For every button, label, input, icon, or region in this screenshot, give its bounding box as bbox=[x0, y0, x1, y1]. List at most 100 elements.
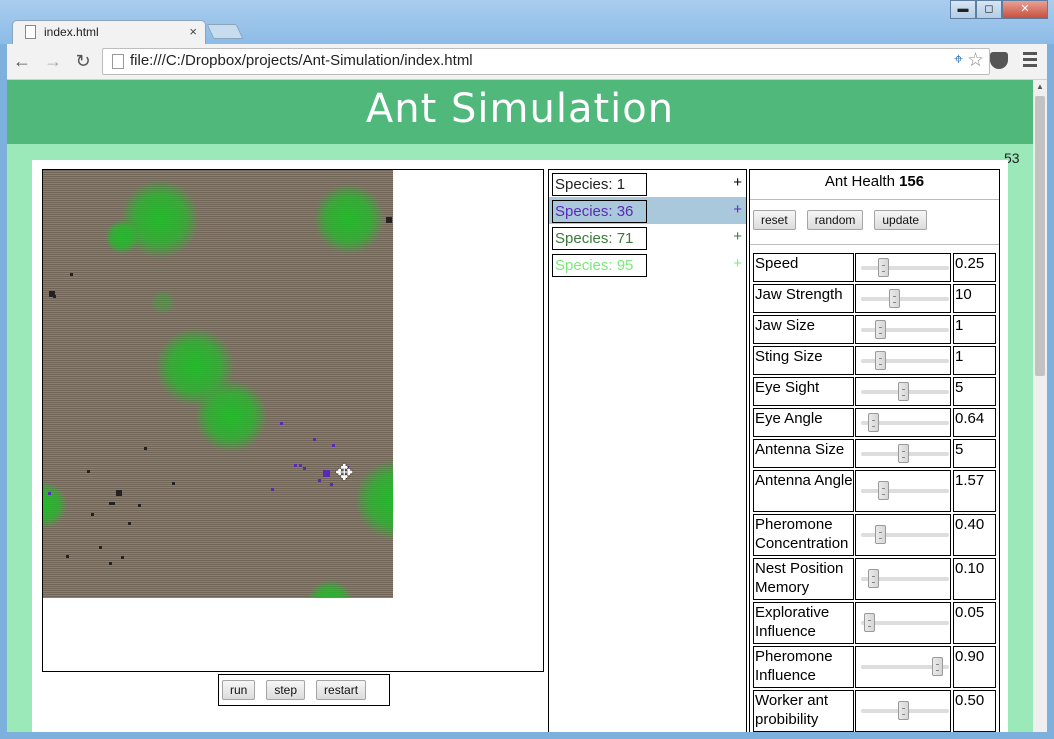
slider-thumb[interactable] bbox=[898, 701, 910, 720]
parameter-slider[interactable] bbox=[855, 646, 951, 688]
back-button[interactable]: ← bbox=[13, 51, 31, 71]
bookmark-star-icon[interactable]: ☆ bbox=[966, 50, 984, 71]
slider-track[interactable] bbox=[861, 381, 949, 401]
browser-tab[interactable]: index.html × bbox=[12, 20, 206, 44]
parameter-value[interactable]: 0.05 bbox=[953, 602, 996, 644]
forward-button[interactable]: → bbox=[44, 51, 62, 71]
parameter-value[interactable]: 1 bbox=[953, 346, 996, 375]
page-scrollbar[interactable]: ▲ bbox=[1033, 80, 1047, 732]
slider-thumb[interactable] bbox=[878, 257, 889, 277]
species-name[interactable]: Species: 36 bbox=[552, 200, 647, 223]
parameter-value[interactable]: 0.90 bbox=[953, 646, 996, 688]
maximize-button[interactable]: ◻ bbox=[976, 0, 1002, 19]
slider-track[interactable] bbox=[861, 481, 949, 500]
slider-thumb[interactable] bbox=[868, 412, 880, 432]
add-species-icon[interactable]: + bbox=[733, 255, 742, 272]
slider-thumb[interactable] bbox=[931, 657, 943, 676]
close-tab-icon[interactable]: × bbox=[189, 24, 197, 39]
species-row[interactable]: Species: 36 + bbox=[549, 197, 746, 224]
parameter-value[interactable]: 1 bbox=[953, 315, 996, 344]
parameter-slider[interactable] bbox=[855, 408, 951, 437]
parameter-slider[interactable] bbox=[855, 284, 951, 313]
parameter-slider[interactable] bbox=[855, 253, 951, 282]
add-species-icon[interactable]: + bbox=[733, 174, 742, 191]
parameter-slider[interactable] bbox=[855, 602, 951, 644]
species-row[interactable]: Species: 95 + bbox=[549, 251, 746, 278]
ant bbox=[299, 464, 302, 467]
parameter-row: Jaw Strength 10 bbox=[753, 284, 996, 313]
ant bbox=[144, 447, 147, 450]
restart-button[interactable]: restart bbox=[316, 680, 367, 700]
species-row[interactable]: Species: 71 + bbox=[549, 224, 746, 251]
slider-thumb[interactable] bbox=[875, 350, 887, 370]
parameter-value[interactable]: 0.25 bbox=[953, 253, 996, 282]
species-row[interactable]: Species: 1 + bbox=[549, 170, 746, 197]
species-name[interactable]: Species: 71 bbox=[552, 227, 647, 250]
scrollbar-thumb[interactable] bbox=[1035, 96, 1045, 376]
slider-thumb[interactable] bbox=[875, 319, 887, 339]
slider-track[interactable] bbox=[861, 569, 949, 588]
parameter-value[interactable]: 5 bbox=[953, 377, 996, 406]
parameter-slider[interactable] bbox=[855, 514, 951, 556]
parameter-value[interactable]: 0.64 bbox=[953, 408, 996, 437]
parameter-slider[interactable] bbox=[855, 558, 951, 600]
slider-thumb[interactable] bbox=[875, 525, 887, 544]
slider-track[interactable] bbox=[861, 412, 949, 432]
add-species-icon[interactable]: + bbox=[733, 201, 742, 218]
slider-track[interactable] bbox=[861, 525, 949, 544]
parameter-value[interactable]: 5 bbox=[953, 439, 996, 468]
ant bbox=[48, 492, 51, 495]
slider-track[interactable] bbox=[861, 350, 949, 370]
parameter-slider[interactable] bbox=[855, 377, 951, 406]
slider-thumb[interactable] bbox=[889, 288, 901, 308]
parameter-row: Jaw Size 1 bbox=[753, 315, 996, 344]
parameter-slider[interactable] bbox=[855, 690, 951, 732]
parameter-slider[interactable] bbox=[855, 439, 951, 468]
slider-thumb[interactable] bbox=[863, 613, 875, 632]
parameter-value[interactable]: 0.10 bbox=[953, 558, 996, 600]
add-species-icon[interactable]: + bbox=[733, 228, 742, 245]
slider-thumb[interactable] bbox=[898, 381, 910, 401]
slider-track[interactable] bbox=[861, 319, 949, 339]
ant bbox=[313, 438, 316, 441]
pocket-icon[interactable] bbox=[990, 52, 1008, 69]
species-name[interactable]: Species: 1 bbox=[552, 173, 647, 196]
parameter-value[interactable]: 1.57 bbox=[953, 470, 996, 512]
simulation-canvas[interactable]: ✥ bbox=[43, 170, 393, 598]
scroll-up-arrow-icon[interactable]: ▲ bbox=[1036, 82, 1044, 91]
divider bbox=[750, 244, 999, 245]
reset-button[interactable]: reset bbox=[753, 210, 796, 230]
parameter-value[interactable]: 10 bbox=[953, 284, 996, 313]
address-bar[interactable]: file:///C:/Dropbox/projects/Ant-Simulati… bbox=[102, 48, 990, 75]
menu-icon[interactable] bbox=[1023, 52, 1037, 70]
slider-track[interactable] bbox=[861, 257, 949, 277]
species-name[interactable]: Species: 95 bbox=[552, 254, 647, 277]
parameter-slider[interactable] bbox=[855, 346, 951, 375]
extension-icon[interactable]: ⌖ bbox=[953, 51, 963, 68]
parameter-slider[interactable] bbox=[855, 315, 951, 344]
parameter-value[interactable]: 0.50 bbox=[953, 690, 996, 732]
slider-track[interactable] bbox=[861, 613, 949, 632]
slider-track[interactable] bbox=[861, 288, 949, 308]
update-button[interactable]: update bbox=[874, 210, 928, 230]
slider-track[interactable] bbox=[861, 657, 949, 676]
reload-button[interactable]: ↻ bbox=[75, 51, 91, 71]
slider-thumb[interactable] bbox=[868, 569, 880, 588]
run-button[interactable]: run bbox=[222, 680, 256, 700]
close-window-button[interactable]: ✕ bbox=[1002, 0, 1048, 19]
ant bbox=[330, 483, 333, 486]
new-tab-button[interactable] bbox=[206, 24, 244, 39]
step-button[interactable]: step bbox=[266, 680, 306, 700]
ant bbox=[332, 444, 335, 447]
parameter-row: Worker ant probibility 0.50 bbox=[753, 690, 996, 732]
slider-track[interactable] bbox=[861, 443, 949, 463]
slider-thumb[interactable] bbox=[898, 443, 910, 463]
parameter-row: Eye Angle 0.64 bbox=[753, 408, 996, 437]
minimize-button[interactable]: ▬ bbox=[950, 0, 976, 19]
ant-health-value: 156 bbox=[899, 173, 925, 190]
slider-track[interactable] bbox=[861, 701, 949, 720]
parameter-slider[interactable] bbox=[855, 470, 951, 512]
random-button[interactable]: random bbox=[806, 210, 864, 230]
slider-thumb[interactable] bbox=[878, 481, 889, 500]
parameter-value[interactable]: 0.40 bbox=[953, 514, 996, 556]
